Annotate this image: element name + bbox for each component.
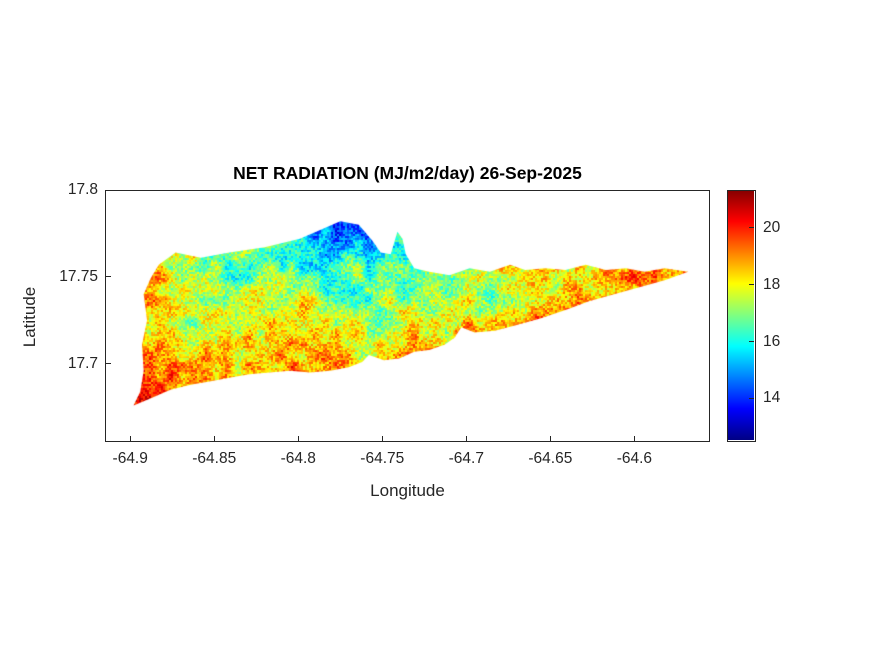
colorbar-tick-label: 20 — [763, 218, 781, 236]
x-tick-mark — [381, 436, 383, 441]
x-tick-label: -64.8 — [280, 450, 316, 467]
y-tick-mark — [106, 363, 111, 365]
x-tick-mark — [213, 436, 215, 441]
x-tick-mark — [549, 436, 551, 441]
x-tick-label: -64.9 — [112, 450, 148, 467]
y-tick-mark — [106, 189, 111, 191]
y-tick-label: 17.7 — [67, 354, 98, 372]
colorbar-tick-mark — [749, 397, 754, 399]
colorbar-tick-label: 16 — [763, 332, 781, 350]
x-axis-label: Longitude — [370, 481, 445, 500]
x-tick-mark — [465, 436, 467, 441]
y-tick-label: 17.8 — [67, 181, 98, 198]
heatmap-canvas — [105, 190, 710, 442]
y-tick-label: 17.75 — [59, 267, 98, 285]
x-tick-label: -64.65 — [528, 450, 573, 467]
x-tick-label: -64.7 — [448, 450, 484, 467]
colorbar-tick-mark — [749, 284, 754, 286]
colorbar-tick-label: 18 — [763, 275, 781, 293]
colorbar-tick-mark — [749, 227, 754, 229]
x-tick-mark — [633, 436, 635, 441]
colorbar-tick-label: 14 — [763, 389, 781, 407]
x-tick-mark — [129, 436, 131, 441]
y-axis-label: Latitude — [20, 286, 39, 348]
x-tick-label: -64.75 — [360, 450, 405, 467]
colorbar-tick-mark — [749, 341, 754, 343]
x-tick-mark — [297, 436, 299, 441]
y-tick-mark — [106, 276, 111, 278]
x-tick-label: -64.6 — [616, 450, 653, 467]
x-tick-label: -64.85 — [192, 450, 237, 467]
chart-title: NET RADIATION (MJ/m2/day) 26-Sep-2025 — [233, 163, 582, 183]
